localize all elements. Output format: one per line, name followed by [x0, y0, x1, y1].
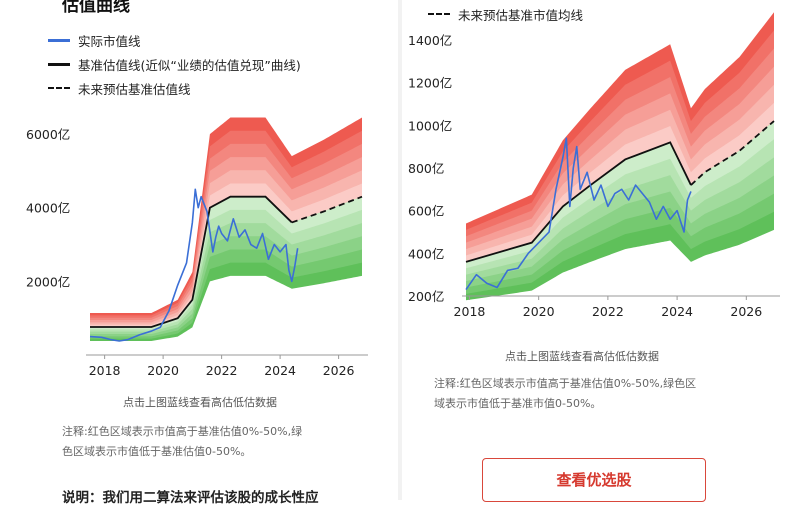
chart-note: 注释:红色区域表示市值高于基准估值0%-50%,绿 色区域表示市值低于基准估值0… [62, 422, 302, 462]
x-tick-label: 2018 [454, 304, 486, 319]
x-tick-label: 2024 [661, 304, 693, 319]
note-line: 域表示市值低于基准市值0-50%。 [434, 397, 602, 410]
legend-label: 未来预估基准估值线 [78, 81, 191, 97]
legend-item-actual: 实际市值线 [48, 28, 301, 52]
right-legend: 未来预估基准市值均线 [428, 2, 583, 26]
y-tick-label: 200亿 [408, 289, 444, 304]
x-tick-label: 2022 [206, 363, 238, 378]
note-line: 注释:红色区域表示市值高于基准估值0%-50%,绿色区 [434, 377, 697, 390]
view-picks-button[interactable]: 查看优选股 [482, 458, 706, 502]
left-legend: 实际市值线 基准估值线(近似“业绩的估值兑现”曲线) 未来预估基准估值线 [48, 28, 301, 100]
chart-hint: 点击上图蓝线查看高估低估数据 [123, 396, 277, 409]
x-tick-label: 2020 [147, 363, 179, 378]
chart-note: 注释:红色区域表示市值高于基准估值0%-50%,绿色区 域表示市值低于基准市值0… [434, 374, 696, 414]
right-chart[interactable]: 200亿 400亿 600亿 800亿 1000亿 1200亿 1400亿 2018 2020 2… [402, 0, 800, 345]
chart-title: 估值曲线 [62, 0, 130, 16]
y-tick-label: 4000亿 [26, 201, 70, 216]
left-panel: 估值曲线 实际市值线 基准估值线(近似“业绩的估值兑现”曲线) 未来预估基准估值… [0, 0, 398, 506]
chart-hint: 点击上图蓝线查看高估低估数据 [505, 350, 659, 363]
legend-item-baseline: 基准估值线(近似“业绩的估值兑现”曲线) [48, 52, 301, 76]
forecast-dashed-line [690, 120, 775, 186]
legend-item-forecast: 未来预估基准估值线 [48, 76, 301, 100]
legend-label: 未来预估基准市值均线 [458, 7, 584, 23]
y-tick-label: 400亿 [408, 246, 444, 261]
red-band [90, 170, 362, 328]
note-line: 色区域表示市值低于基准估值0-50%。 [62, 445, 252, 458]
left-chart[interactable]: 2000亿 4000亿 6000亿 2018 2020 2022 2024 2026 [0, 0, 398, 400]
y-tick-label: 600亿 [408, 204, 444, 219]
x-tick-label: 2018 [89, 363, 121, 378]
x-tick-label: 2026 [730, 304, 762, 319]
legend-swatch-dashed [48, 87, 70, 89]
y-tick-label: 2000亿 [26, 274, 70, 289]
x-tick-label: 2020 [523, 304, 555, 319]
legend-swatch-blue [48, 38, 70, 42]
y-tick-label: 1200亿 [408, 76, 452, 91]
x-tick-label: 2026 [323, 363, 355, 378]
baseline-line [90, 195, 293, 328]
note-line: 注释:红色区域表示市值高于基准估值0%-50%,绿 [62, 425, 303, 438]
legend-label: 基准估值线(近似“业绩的估值兑现”曲线) [78, 57, 301, 73]
x-tick-label: 2022 [592, 304, 624, 319]
y-tick-label: 1000亿 [408, 118, 452, 133]
green-band [90, 196, 362, 330]
legend-swatch-black [48, 62, 70, 66]
y-tick-label: 6000亿 [26, 127, 70, 142]
actual-market-cap-line [465, 137, 692, 291]
right-panel: 未来预估基准市值均线 200亿 400亿 600亿 800亿 1000亿 1200亿 140… [402, 0, 800, 502]
forecast-dashed-line [291, 195, 363, 224]
description-text: 说明：我们用二算法来评估该股的成长性应 [62, 490, 319, 506]
x-tick-label: 2024 [264, 363, 296, 378]
legend-swatch-dashed [428, 13, 450, 15]
y-tick-label: 1400亿 [408, 33, 452, 48]
panel-divider [398, 0, 402, 500]
red-band [90, 183, 362, 328]
legend-label: 实际市值线 [78, 33, 141, 49]
legend-item-forecast: 未来预估基准市值均线 [428, 2, 583, 26]
red-band [466, 102, 774, 262]
y-tick-label: 800亿 [408, 161, 444, 176]
red-band [466, 84, 774, 262]
actual-market-cap-line [89, 188, 299, 342]
green-band [466, 121, 774, 269]
